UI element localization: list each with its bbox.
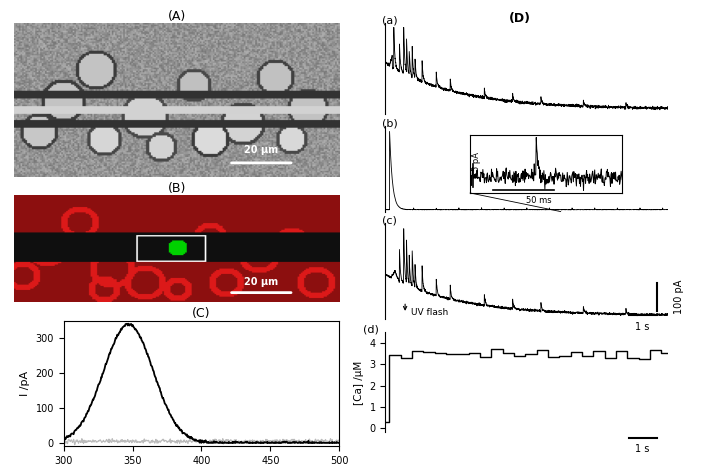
Text: 50 ms: 50 ms — [526, 196, 551, 206]
Text: (D): (D) — [508, 12, 531, 25]
Title: (A): (A) — [168, 10, 186, 23]
Text: 20 µm: 20 µm — [244, 145, 279, 155]
Text: UV flash: UV flash — [411, 308, 448, 317]
Y-axis label: [Ca] /µM: [Ca] /µM — [354, 360, 364, 405]
Text: 1 s: 1 s — [636, 445, 650, 454]
Title: (C): (C) — [192, 307, 211, 319]
Text: (d): (d) — [363, 325, 378, 334]
Text: 100 pA: 100 pA — [674, 280, 684, 314]
Text: (b): (b) — [382, 119, 398, 129]
Text: 1 s: 1 s — [636, 322, 650, 332]
Y-axis label: I /pA: I /pA — [20, 371, 30, 396]
Title: (B): (B) — [168, 182, 186, 195]
Text: (c): (c) — [382, 216, 397, 226]
Text: (a): (a) — [382, 16, 398, 26]
Text: 20 µm: 20 µm — [244, 277, 279, 287]
Text: 5 pA: 5 pA — [472, 152, 481, 171]
